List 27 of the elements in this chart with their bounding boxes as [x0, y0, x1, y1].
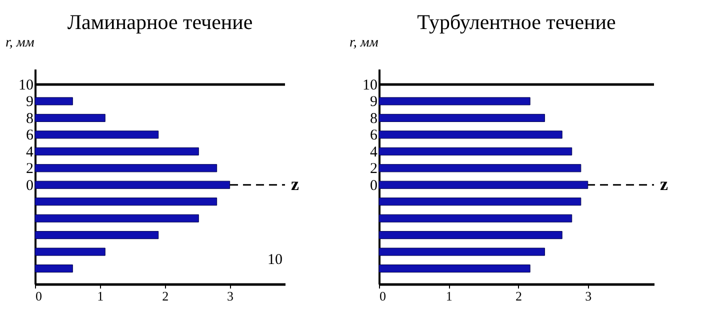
x-tick-label: 1	[97, 288, 104, 304]
y-tick-label: 10	[18, 77, 34, 94]
chart-title: Ламинарное течение	[67, 10, 253, 34]
y-tick-label: 6	[370, 128, 378, 144]
x-tick-label: 3	[227, 288, 234, 304]
x-tick-label: 3	[585, 288, 592, 304]
y-tick-label: 4	[26, 144, 34, 160]
x-tick-label: 2	[162, 288, 169, 304]
y-tick-label: 4	[370, 144, 378, 160]
annotation: 10	[268, 252, 282, 268]
x-tick-label: 2	[515, 288, 522, 304]
y-tick-label: 9	[370, 94, 378, 110]
y-tick-label: 9	[26, 94, 34, 110]
y-axis-title: r, мм	[350, 36, 378, 50]
y-tick-label: 6	[26, 128, 34, 144]
y-tick-label: 8	[26, 110, 34, 127]
y-tick-label: 0	[370, 178, 378, 194]
y-tick-label: 8	[370, 110, 378, 127]
x-tick-label: 1	[446, 288, 452, 304]
y-tick-label: 2	[370, 161, 378, 178]
ref-line-label: z	[291, 174, 299, 194]
y-tick-label: 2	[26, 161, 34, 178]
y-tick-label: 10	[362, 77, 378, 94]
y-axis-title: r, мм	[6, 36, 34, 50]
chart-title: Турбулентное течение	[417, 10, 616, 34]
y-tick-label: 0	[26, 178, 34, 194]
ref-line-label: z	[660, 174, 668, 194]
